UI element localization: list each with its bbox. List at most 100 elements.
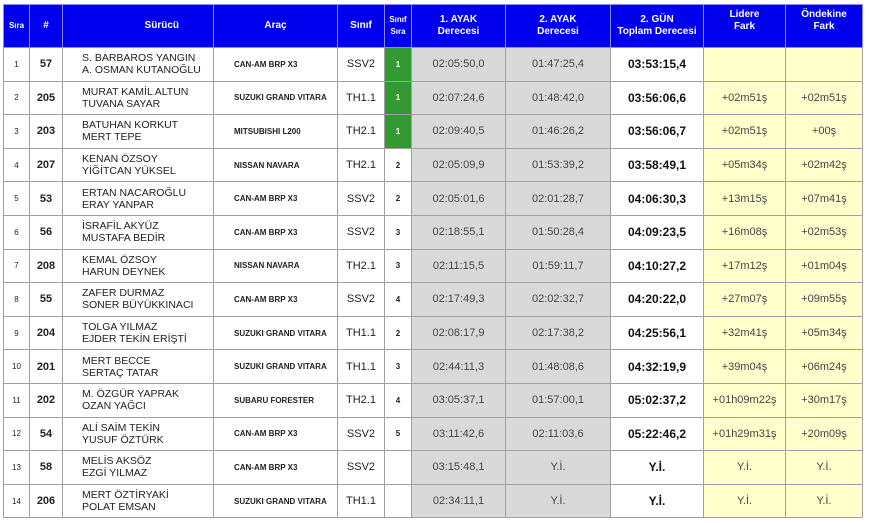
- class-cell: SSV2: [337, 416, 385, 452]
- driver-cell: MELİS AKSÖZ EZGİ YILMAZ: [62, 450, 214, 485]
- class-cell: TH1.1: [337, 315, 385, 351]
- class-cell: TH2.1: [337, 147, 385, 183]
- class-cell: SSV2: [337, 47, 385, 82]
- number-cell: 54: [29, 416, 63, 452]
- prev-gap: +02m53ş: [785, 214, 863, 250]
- co-driver-name: EJDER TEKİN ERİŞTİ: [82, 333, 187, 346]
- leader-gap: +27m07ş: [703, 282, 786, 317]
- class-rank-cell: 2: [384, 181, 412, 216]
- class-rank-cell: 5: [384, 416, 412, 452]
- header-leader-l1: Lidere: [729, 9, 760, 20]
- class-cell: TH1.1: [337, 483, 385, 519]
- header-leg2-l1: 2. AYAK: [539, 14, 577, 25]
- total-time: 04:10:27,2: [610, 248, 704, 284]
- header-leg2: 2. AYAK Derecesi: [505, 4, 611, 48]
- leader-gap: +01h09m22ş: [703, 382, 786, 418]
- class-rank-cell: [384, 483, 412, 519]
- number-cell: 204: [29, 315, 63, 351]
- driver-name: MERT ÖZTİRYAKİ: [82, 489, 169, 502]
- table-row: 12 54 ALİ SAİM TEKİN YUSUF ÖZTÜRK CAN-AM BRP…: [3, 416, 863, 452]
- header-prev-l1: Öndekine: [801, 9, 847, 20]
- co-driver-name: SONER BÜYÜKKINACI: [82, 299, 194, 312]
- car-cell: CAN-AM BRP X3: [213, 47, 338, 82]
- class-rank-cell: 4: [384, 282, 412, 317]
- driver-cell: ALİ SAİM TEKİN YUSUF ÖZTÜRK: [62, 416, 214, 452]
- leg2-time: 01:47:25,4: [505, 47, 611, 82]
- driver-cell: KENAN ÖZSOY YİĞİTCAN YÜKSEL: [62, 147, 214, 183]
- prev-gap: +09m55ş: [785, 282, 863, 317]
- leader-gap: +16m08ş: [703, 214, 786, 250]
- driver-name: İSRAFİL AKYÜZ: [82, 220, 159, 233]
- header-row: Sıra # Sürücü Araç Sınıf Sınıf Sıra 1. AY…: [3, 4, 863, 48]
- leg2-time: 02:11:03,6: [505, 416, 611, 452]
- header-sira: Sıra: [3, 4, 30, 48]
- class-rank-cell: 1: [384, 114, 412, 149]
- leg1-time: 02:18:55,1: [411, 214, 506, 250]
- header-prev-gap: Öndekine Fark: [785, 4, 863, 48]
- car-cell: SUBARU FORESTER: [213, 382, 338, 418]
- table-row: 9 204 TOLGA YILMAZ EJDER TEKİN ERİŞTİ SUZUKI…: [3, 315, 863, 351]
- total-time: 03:56:06,6: [610, 80, 704, 116]
- car-cell: CAN-AM BRP X3: [213, 181, 338, 216]
- driver-name: KENAN ÖZSOY: [82, 153, 158, 166]
- table-row: 6 56 İSRAFİL AKYÜZ MUSTAFA BEDİR CAN-AM BRP …: [3, 214, 863, 250]
- rank-cell: 4: [3, 147, 30, 183]
- leader-gap: +05m34ş: [703, 147, 786, 183]
- driver-cell: MURAT KAMİL ALTUN TUVANA SAYAR: [62, 80, 214, 116]
- rank-cell: 11: [3, 382, 30, 418]
- class-rank-cell: 3: [384, 214, 412, 250]
- car-cell: SUZUKI GRAND VITARA: [213, 315, 338, 351]
- total-time: 04:06:30,3: [610, 181, 704, 216]
- car-cell: CAN-AM BRP X3: [213, 282, 338, 317]
- leg2-time: 01:48:42,0: [505, 80, 611, 116]
- total-time: 04:09:23,5: [610, 214, 704, 250]
- header-leg1: 1. AYAK Derecesi: [411, 4, 506, 48]
- leg2-time: 01:50:28,4: [505, 214, 611, 250]
- number-cell: 55: [29, 282, 63, 317]
- rank-cell: 13: [3, 450, 30, 485]
- class-rank-cell: 4: [384, 382, 412, 418]
- driver-name: KEMAL ÖZSOY: [82, 253, 157, 266]
- prev-gap: +01m04ş: [785, 248, 863, 284]
- rank-cell: 3: [3, 114, 30, 149]
- table-row: 14 206 MERT ÖZTİRYAKİ POLAT EMSAN SUZUKI GRA…: [3, 483, 863, 519]
- table-row: 5 53 ERTAN NACAROĞLU ERAY YANPAR CAN-AM BRP …: [3, 181, 863, 216]
- co-driver-name: YUSUF ÖZTÜRK: [82, 433, 164, 446]
- rank-cell: 6: [3, 214, 30, 250]
- number-cell: 201: [29, 349, 63, 384]
- class-rank-cell: [384, 450, 412, 485]
- prev-gap: Y.İ.: [785, 450, 863, 485]
- number-cell: 57: [29, 47, 63, 82]
- number-cell: 58: [29, 450, 63, 485]
- prev-gap: [785, 47, 863, 82]
- driver-cell: S. BARBAROS YANGIN A. OSMAN KUTANOĞLU: [62, 47, 214, 82]
- header-total-l1: 2. GÜN: [640, 14, 674, 25]
- total-time: Y.İ.: [610, 450, 704, 485]
- rank-cell: 12: [3, 416, 30, 452]
- header-class-rank-l2: Sıra: [390, 27, 406, 36]
- rank-cell: 1: [3, 47, 30, 82]
- header-total: 2. GÜN Toplam Derecesi: [610, 4, 704, 48]
- leader-gap: Y.İ.: [703, 483, 786, 519]
- rank-cell: 9: [3, 315, 30, 351]
- leader-gap: +32m41ş: [703, 315, 786, 351]
- co-driver-name: EZGİ YILMAZ: [82, 467, 148, 480]
- co-driver-name: A. OSMAN KUTANOĞLU: [82, 64, 201, 77]
- total-time: 05:22:46,2: [610, 416, 704, 452]
- rank-cell: 10: [3, 349, 30, 384]
- total-time: Y.İ.: [610, 483, 704, 519]
- results-table: Sıra # Sürücü Araç Sınıf Sınıf Sıra 1. AY…: [3, 4, 863, 519]
- driver-name: ALİ SAİM TEKİN: [82, 421, 160, 434]
- leader-gap: +17m12ş: [703, 248, 786, 284]
- table-row: 13 58 MELİS AKSÖZ EZGİ YILMAZ CAN-AM BRP X3 S…: [3, 450, 863, 485]
- leg1-time: 03:15:48,1: [411, 450, 506, 485]
- co-driver-name: OZAN YAĞCI: [82, 400, 146, 413]
- co-driver-name: MERT TEPE: [82, 131, 142, 144]
- leg2-time: 02:02:32,7: [505, 282, 611, 317]
- table-row: 7 208 KEMAL ÖZSOY HARUN DEYNEK NISSAN NAVARA…: [3, 248, 863, 284]
- number-cell: 203: [29, 114, 63, 149]
- car-cell: CAN-AM BRP X3: [213, 416, 338, 452]
- leg1-time: 02:07:24,6: [411, 80, 506, 116]
- rank-cell: 2: [3, 80, 30, 116]
- class-cell: SSV2: [337, 450, 385, 485]
